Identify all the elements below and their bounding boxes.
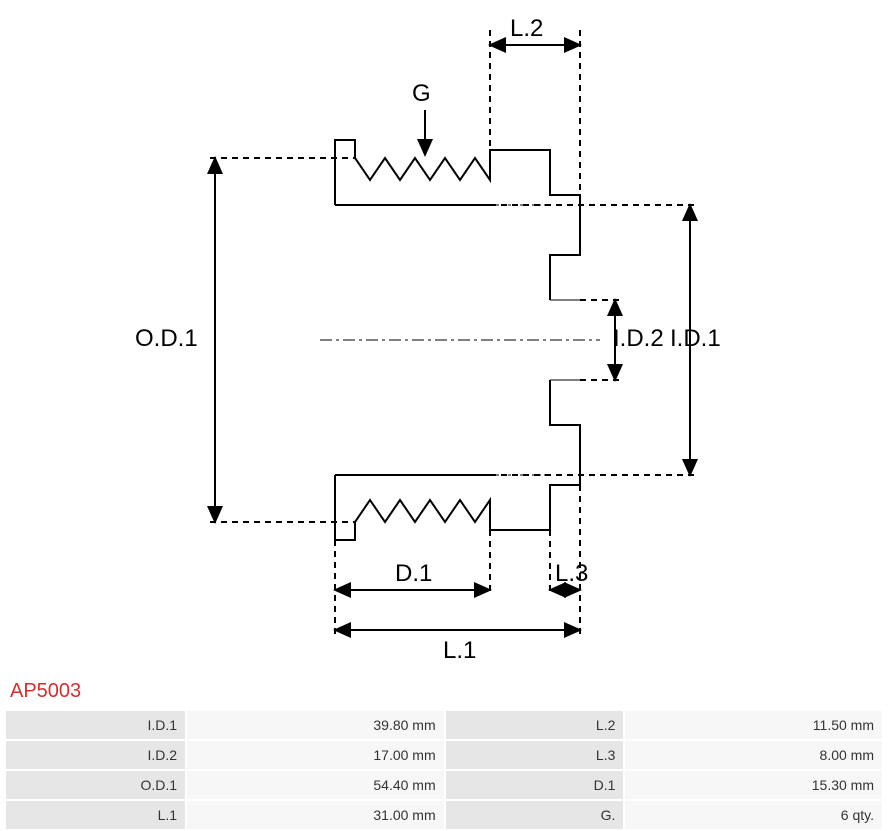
spec-label: I.D.2: [6, 741, 185, 769]
product-code: AP5003: [0, 680, 889, 709]
spec-table: I.D.1 39.80 mm L.2 11.50 mm I.D.2 17.00 …: [4, 709, 884, 831]
technical-diagram: O.D.1 I.D.1 I.D.2 L.1 L.2 L.3 D.1 G: [0, 0, 889, 680]
spec-value: 17.00 mm: [187, 741, 444, 769]
label-od1: O.D.1: [135, 325, 198, 353]
table-row: L.1 31.00 mm G. 6 qty.: [6, 801, 882, 829]
spec-value: 11.50 mm: [625, 711, 882, 739]
spec-value: 15.30 mm: [625, 771, 882, 799]
spec-value: 31.00 mm: [187, 801, 444, 829]
diagram-svg: [0, 0, 889, 680]
spec-label: L.3: [446, 741, 624, 769]
spec-label: O.D.1: [6, 771, 185, 799]
label-l1: L.1: [443, 637, 476, 665]
label-id1: I.D.1: [670, 325, 721, 353]
table-row: O.D.1 54.40 mm D.1 15.30 mm: [6, 771, 882, 799]
table-row: I.D.1 39.80 mm L.2 11.50 mm: [6, 711, 882, 739]
spec-label: L.1: [6, 801, 185, 829]
spec-label: I.D.1: [6, 711, 185, 739]
table-row: I.D.2 17.00 mm L.3 8.00 mm: [6, 741, 882, 769]
label-id2: I.D.2: [613, 325, 664, 353]
spec-label: D.1: [446, 771, 624, 799]
label-l3: L.3: [555, 560, 588, 588]
spec-value: 6 qty.: [625, 801, 882, 829]
spec-value: 8.00 mm: [625, 741, 882, 769]
label-g: G: [412, 80, 431, 108]
label-d1: D.1: [395, 560, 432, 588]
label-l2: L.2: [510, 15, 543, 43]
spec-label: L.2: [446, 711, 624, 739]
spec-value: 39.80 mm: [187, 711, 444, 739]
spec-value: 54.40 mm: [187, 771, 444, 799]
spec-label: G.: [446, 801, 624, 829]
